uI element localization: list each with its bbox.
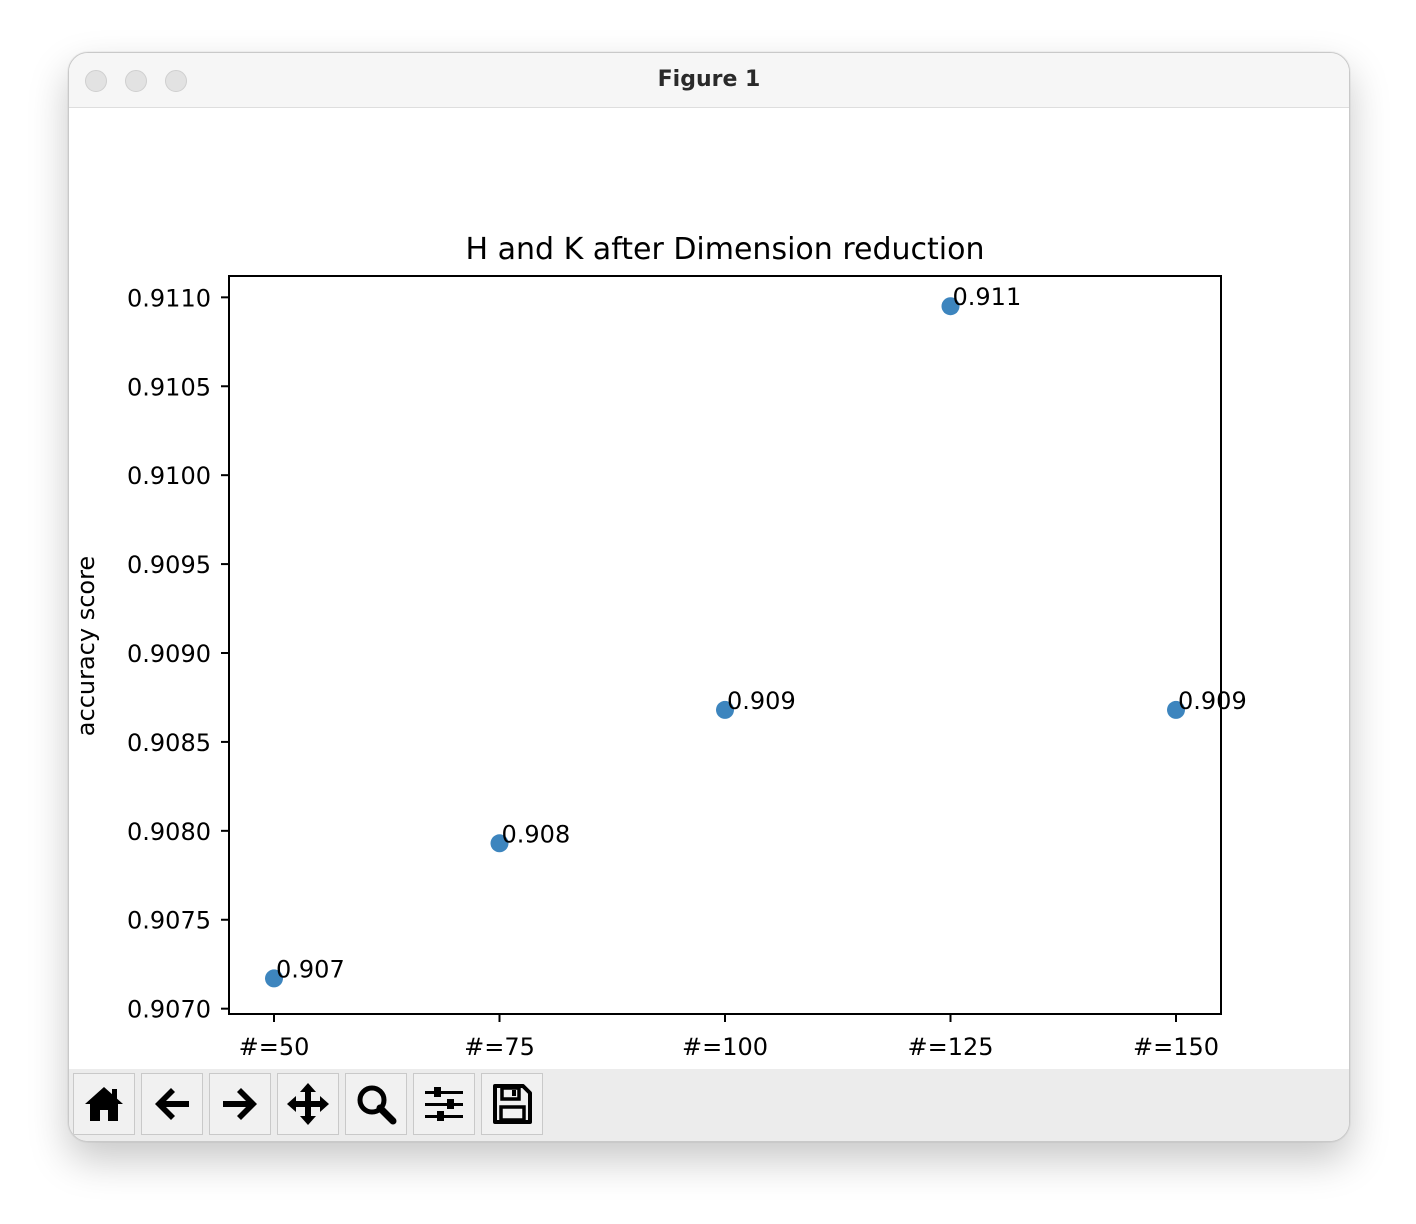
- data-label: 0.908: [502, 820, 571, 848]
- minimize-window-button[interactable]: [125, 70, 147, 92]
- data-label: 0.909: [727, 687, 796, 715]
- figure-window: Figure 1 H and K after Dimension reducti…: [68, 52, 1350, 1142]
- data-label: 0.911: [953, 283, 1022, 311]
- chart-title: H and K after Dimension reduction: [466, 232, 985, 267]
- x-axis: #=50 #=75 #=100 #=125 #=150: [239, 1014, 1219, 1061]
- navigation-toolbar: [69, 1069, 1349, 1141]
- magnifier-icon: [357, 1085, 397, 1125]
- pan-button[interactable]: [277, 1073, 339, 1135]
- arrow-left-icon: [155, 1088, 189, 1120]
- data-label: 0.907: [276, 955, 345, 983]
- data-point: [265, 969, 283, 988]
- sliders-icon: [425, 1087, 463, 1121]
- arrow-right-icon: [223, 1088, 257, 1120]
- zoom-window-button[interactable]: [165, 70, 187, 92]
- scatter-chart: H and K after Dimension reduction accura…: [72, 232, 1247, 1061]
- forward-button[interactable]: [209, 1073, 271, 1135]
- home-button[interactable]: [73, 1073, 135, 1135]
- zoom-button[interactable]: [345, 1073, 407, 1135]
- figure-canvas[interactable]: H and K after Dimension reduction accura…: [69, 108, 1349, 1069]
- data-point: [941, 297, 960, 316]
- y-tick-label: 0.9095: [127, 551, 211, 579]
- y-tick-label: 0.9105: [127, 373, 211, 401]
- save-button[interactable]: [481, 1073, 543, 1135]
- x-tick-label: #=50: [239, 1033, 310, 1061]
- data-points: [265, 297, 1185, 988]
- x-tick-label: #=125: [907, 1033, 993, 1061]
- y-tick-label: 0.9110: [127, 284, 211, 312]
- y-tick-label: 0.9070: [127, 996, 211, 1024]
- floppy-disk-icon: [493, 1084, 532, 1124]
- window-title: Figure 1: [657, 67, 761, 92]
- x-tick-label: #=75: [464, 1033, 535, 1061]
- close-window-button[interactable]: [85, 70, 107, 92]
- data-labels: 0.907 0.908 0.909 0.911 0.909: [276, 283, 1247, 983]
- data-point: [1167, 700, 1185, 719]
- y-tick-label: 0.9080: [127, 818, 211, 846]
- y-axis-label: accuracy score: [72, 556, 100, 736]
- y-tick-label: 0.9100: [127, 462, 211, 490]
- y-tick-label: 0.9085: [127, 729, 211, 757]
- configure-subplots-button[interactable]: [413, 1073, 475, 1135]
- home-icon: [85, 1087, 123, 1121]
- plot-area: [228, 275, 1222, 1015]
- data-point: [716, 700, 734, 719]
- data-label: 0.909: [1178, 687, 1247, 715]
- title-bar: Figure 1: [69, 53, 1349, 108]
- back-button[interactable]: [141, 1073, 203, 1135]
- x-tick-label: #=100: [682, 1033, 768, 1061]
- x-tick-label: #=150: [1133, 1033, 1219, 1061]
- y-tick-label: 0.9075: [127, 907, 211, 935]
- move-icon: [287, 1083, 329, 1125]
- y-tick-label: 0.9090: [127, 640, 211, 668]
- y-axis: 0.9070 0.9075 0.9080 0.9085 0.9090 0.9095 0.91…: [127, 284, 229, 1024]
- data-point: [490, 834, 509, 853]
